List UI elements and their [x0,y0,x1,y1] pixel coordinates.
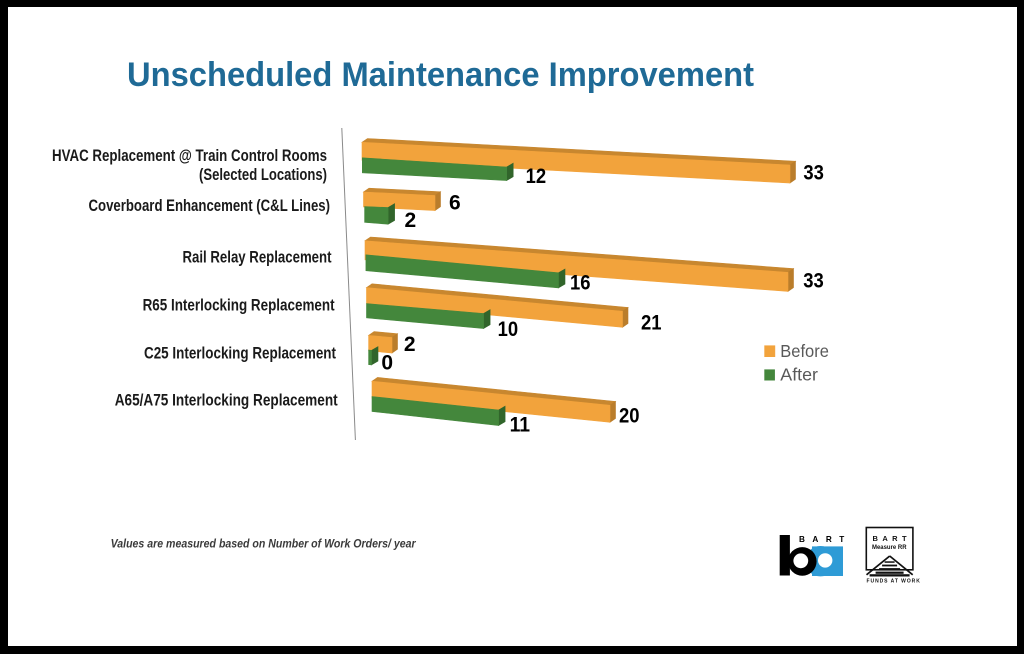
svg-text:33: 33 [803,161,824,184]
svg-text:0: 0 [381,352,393,375]
svg-text:10: 10 [498,318,518,341]
svg-text:After: After [780,364,818,384]
svg-text:R65 Interlocking Replacement: R65 Interlocking Replacement [143,296,335,315]
svg-text:Measure RR: Measure RR [872,544,907,551]
svg-text:21: 21 [641,312,662,335]
svg-text:33: 33 [803,269,824,292]
svg-text:Coverboard Enhancement (C&L Li: Coverboard Enhancement (C&L Lines) [89,196,331,215]
svg-text:Values are measured based on N: Values are measured based on Number of W… [111,537,417,551]
svg-text:6: 6 [449,192,461,215]
svg-text:Before: Before [780,341,829,361]
svg-text:16: 16 [570,272,591,295]
svg-text:11: 11 [510,414,531,437]
svg-text:12: 12 [526,165,547,188]
svg-text:A65/A75 Interlocking Replaceme: A65/A75 Interlocking Replacement [115,391,338,410]
svg-text:20: 20 [619,405,640,428]
svg-text:HVAC Replacement @ Train Contr: HVAC Replacement @ Train Control Rooms [52,146,327,165]
svg-text:C25 Interlocking Replacement: C25 Interlocking Replacement [144,344,336,363]
svg-text:Rail Relay Replacement: Rail Relay Replacement [183,247,332,266]
svg-text:BART: BART [799,535,852,544]
svg-text:2: 2 [405,209,417,232]
svg-text:FUNDS AT WORK: FUNDS AT WORK [867,579,921,585]
svg-text:BART: BART [873,534,911,543]
svg-text:2: 2 [404,333,416,356]
svg-text:(Selected Locations): (Selected Locations) [199,165,327,184]
svg-text:Unscheduled Maintenance Improv: Unscheduled Maintenance Improvement [127,56,754,94]
